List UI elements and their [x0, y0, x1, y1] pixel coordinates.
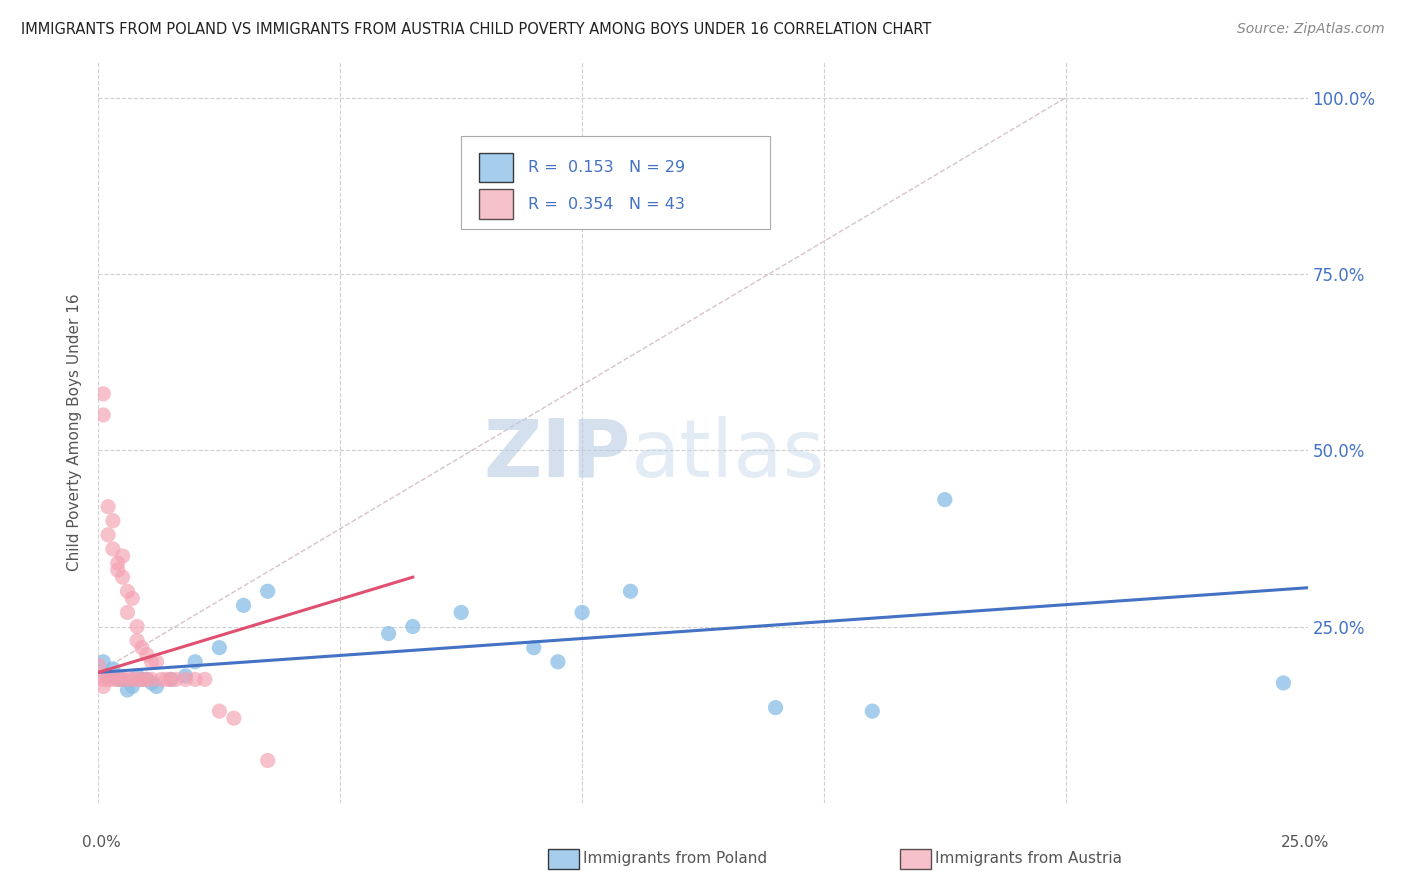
- Point: [121, 673, 143, 687]
- Text: R =  0.153   N = 29: R = 0.153 N = 29: [527, 160, 685, 175]
- Point: [523, 640, 546, 655]
- Point: [377, 626, 399, 640]
- Point: [117, 584, 139, 599]
- Text: R =  0.354   N = 43: R = 0.354 N = 43: [527, 196, 685, 211]
- Text: ZIP: ZIP: [484, 416, 630, 494]
- Point: [150, 673, 173, 687]
- Point: [222, 711, 245, 725]
- Point: [111, 549, 134, 563]
- Point: [184, 673, 207, 687]
- Point: [101, 541, 124, 556]
- Point: [117, 606, 139, 620]
- Point: [97, 500, 120, 514]
- Point: [135, 673, 157, 687]
- FancyBboxPatch shape: [479, 189, 513, 219]
- Point: [97, 669, 120, 683]
- Point: [127, 619, 149, 633]
- Y-axis label: Child Poverty Among Boys Under 16: Child Poverty Among Boys Under 16: [67, 293, 83, 572]
- Text: Immigrants from Poland: Immigrants from Poland: [583, 851, 768, 865]
- Point: [450, 606, 472, 620]
- Point: [127, 669, 149, 683]
- Text: Immigrants from Austria: Immigrants from Austria: [935, 851, 1122, 865]
- Point: [860, 704, 883, 718]
- Point: [194, 673, 217, 687]
- Point: [97, 528, 120, 542]
- Point: [117, 683, 139, 698]
- Point: [934, 492, 956, 507]
- Point: [101, 514, 124, 528]
- Point: [87, 658, 110, 673]
- Point: [135, 648, 157, 662]
- Point: [571, 606, 593, 620]
- Point: [97, 673, 120, 687]
- Point: [121, 591, 143, 606]
- Point: [256, 584, 278, 599]
- Point: [141, 673, 163, 687]
- Point: [174, 669, 197, 683]
- Point: [107, 673, 129, 687]
- Point: [131, 673, 153, 687]
- Point: [117, 673, 139, 687]
- Point: [619, 584, 641, 599]
- Point: [145, 680, 167, 694]
- Point: [111, 570, 134, 584]
- Point: [208, 640, 231, 655]
- Point: [402, 619, 425, 633]
- Point: [131, 640, 153, 655]
- Point: [91, 673, 114, 687]
- Point: [141, 655, 163, 669]
- Point: [107, 673, 129, 687]
- Point: [101, 662, 124, 676]
- Point: [127, 673, 149, 687]
- Point: [135, 673, 157, 687]
- Point: [91, 387, 114, 401]
- Point: [91, 680, 114, 694]
- Text: 25.0%: 25.0%: [1281, 836, 1329, 850]
- Point: [107, 563, 129, 577]
- Point: [91, 655, 114, 669]
- Point: [91, 408, 114, 422]
- Point: [160, 673, 183, 687]
- Point: [145, 655, 167, 669]
- Text: IMMIGRANTS FROM POLAND VS IMMIGRANTS FROM AUSTRIA CHILD POVERTY AMONG BOYS UNDER: IMMIGRANTS FROM POLAND VS IMMIGRANTS FRO…: [21, 22, 931, 37]
- Text: 0.0%: 0.0%: [82, 836, 121, 850]
- Point: [127, 633, 149, 648]
- FancyBboxPatch shape: [461, 136, 769, 229]
- Text: atlas: atlas: [630, 416, 825, 494]
- Point: [160, 673, 183, 687]
- Point: [1272, 676, 1295, 690]
- Point: [101, 673, 124, 687]
- Point: [141, 676, 163, 690]
- Point: [107, 556, 129, 570]
- Point: [121, 680, 143, 694]
- Point: [765, 700, 787, 714]
- Point: [547, 655, 569, 669]
- Point: [155, 673, 177, 687]
- Point: [111, 673, 134, 687]
- Point: [174, 673, 197, 687]
- Point: [165, 673, 187, 687]
- Point: [232, 599, 254, 613]
- Point: [131, 673, 153, 687]
- Point: [184, 655, 207, 669]
- FancyBboxPatch shape: [479, 153, 513, 182]
- Text: Source: ZipAtlas.com: Source: ZipAtlas.com: [1237, 22, 1385, 37]
- Point: [111, 673, 134, 687]
- Point: [87, 669, 110, 683]
- Point: [208, 704, 231, 718]
- Point: [256, 754, 278, 768]
